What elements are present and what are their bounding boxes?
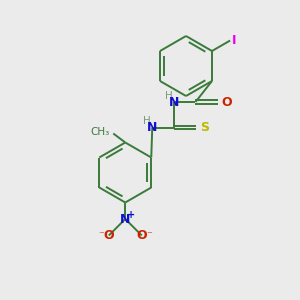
Text: CH₃: CH₃ xyxy=(90,127,110,137)
Text: N: N xyxy=(169,95,179,109)
Text: H: H xyxy=(143,116,151,126)
Text: ⁻: ⁻ xyxy=(98,230,104,241)
Text: O: O xyxy=(103,229,114,242)
Text: O: O xyxy=(136,229,147,242)
Text: O: O xyxy=(221,95,232,109)
Text: H: H xyxy=(165,91,172,100)
Text: N: N xyxy=(120,212,130,226)
Text: S: S xyxy=(200,121,209,134)
Text: N: N xyxy=(147,121,158,134)
Text: ⁻: ⁻ xyxy=(146,230,152,241)
Text: I: I xyxy=(232,34,236,47)
Text: +: + xyxy=(127,210,135,220)
